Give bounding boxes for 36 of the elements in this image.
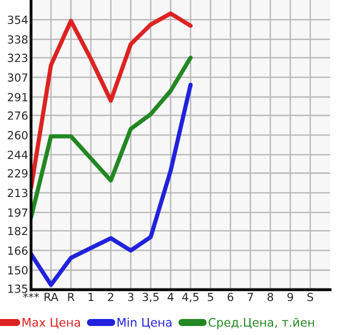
y-tick-label: 291: [8, 92, 28, 102]
x-tick-label: 3,5: [142, 292, 159, 302]
legend-label: Min Цена: [118, 318, 172, 328]
y-tick-label: 166: [8, 246, 28, 255]
y-tick-label: 135: [8, 284, 28, 293]
y-tick-label: 213: [8, 188, 28, 198]
x-tick-label: 9: [287, 292, 294, 302]
y-tick-label: 229: [8, 169, 28, 178]
x-tick-label: 4,5: [182, 292, 198, 302]
y-tick-label: 182: [8, 226, 28, 236]
x-tick-label: 7: [248, 292, 253, 301]
legend-label: Max Цена: [22, 318, 80, 328]
line-series: [31, 56, 193, 220]
legend-label: Сред.Цена, т.йен: [208, 318, 314, 330]
y-tick-label: 323: [8, 54, 28, 62]
line-series: [31, 82, 193, 287]
y-tick-label: 260: [8, 131, 28, 140]
line-series: [31, 11, 193, 190]
x-tick-label: RA: [44, 292, 58, 301]
x-tick-label: R: [68, 292, 74, 301]
x-tick-label: 8: [268, 292, 274, 302]
x-tick-label: 1: [88, 292, 94, 301]
x-tick-label: ***: [23, 292, 40, 298]
x-tick-label: 4: [168, 292, 174, 301]
y-tick-label: 244: [8, 150, 28, 159]
y-tick-label: 150: [8, 266, 28, 275]
y-tick-label: 307: [8, 73, 28, 82]
x-tick-label: 3: [128, 292, 134, 302]
x-tick-label: 2: [108, 292, 114, 301]
x-tick-label: S: [307, 292, 314, 302]
y-tick-label: 197: [8, 208, 28, 217]
x-tick-label: 6: [228, 292, 234, 302]
y-tick-label: 338: [8, 35, 28, 44]
y-tick-label: 276: [8, 111, 28, 120]
y-tick-label: 354: [8, 16, 28, 24]
x-tick-label: 5: [208, 292, 214, 302]
